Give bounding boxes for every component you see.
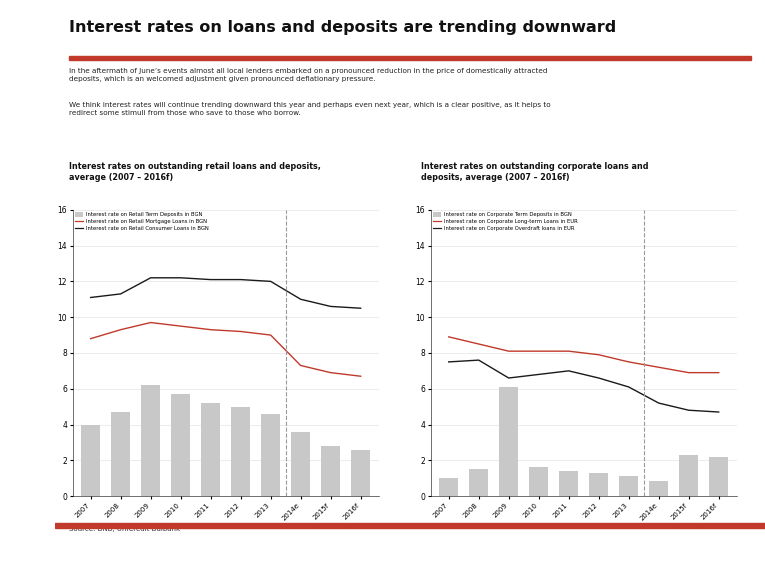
- Bar: [111, 412, 130, 496]
- Bar: [81, 425, 100, 496]
- Text: We think interest rates will continue trending downward this year and perhaps ev: We think interest rates will continue tr…: [70, 102, 551, 116]
- Bar: [171, 394, 190, 496]
- Bar: [261, 414, 281, 496]
- Text: UniCredit Bulbank: UniCredit Bulbank: [22, 84, 31, 177]
- Text: In the aftermath of June’s events almost all local lenders embarked on a pronoun: In the aftermath of June’s events almost…: [70, 68, 548, 82]
- Bar: [291, 431, 311, 496]
- Text: Source: BNB, UniCredit Bulbank: Source: BNB, UniCredit Bulbank: [70, 526, 181, 532]
- Legend: Interest rate on Retail Term Deposits in BGN, Interest rate on Retail Mortgage L: Interest rate on Retail Term Deposits in…: [75, 213, 209, 231]
- Text: 6: 6: [23, 540, 30, 550]
- Bar: [679, 455, 698, 496]
- Bar: [70, 56, 750, 60]
- Text: Interest rates on outstanding retail loans and deposits,
average (2007 – 2016f): Interest rates on outstanding retail loa…: [70, 162, 321, 181]
- Bar: [529, 467, 549, 496]
- Legend: Interest rate on Corporate Term Deposits in BGN, Interest rate on Corporate Long: Interest rate on Corporate Term Deposits…: [433, 213, 578, 231]
- Bar: [589, 473, 608, 496]
- Bar: [321, 446, 340, 496]
- Bar: [141, 385, 161, 496]
- Bar: [231, 407, 250, 496]
- Bar: [55, 523, 765, 528]
- Text: Interest rates on outstanding corporate loans and
deposits, average (2007 – 2016: Interest rates on outstanding corporate …: [421, 162, 648, 181]
- Bar: [499, 387, 519, 496]
- Bar: [469, 469, 488, 496]
- Bar: [351, 450, 370, 496]
- Text: Interest rates on loans and deposits are trending downward: Interest rates on loans and deposits are…: [70, 20, 617, 35]
- Bar: [201, 403, 220, 496]
- Bar: [439, 478, 458, 496]
- Bar: [559, 471, 578, 496]
- Bar: [709, 457, 728, 496]
- Bar: [619, 476, 639, 496]
- Bar: [649, 481, 669, 496]
